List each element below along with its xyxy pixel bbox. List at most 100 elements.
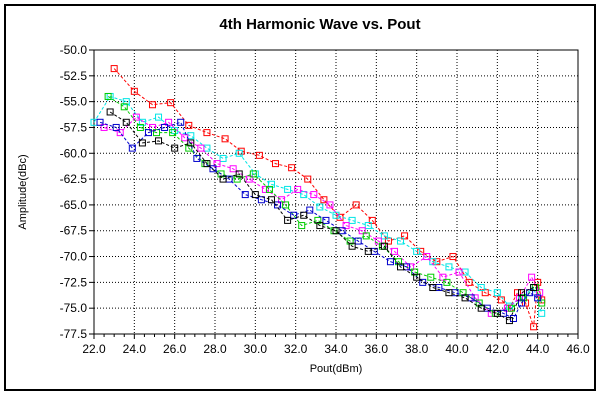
data-point xyxy=(138,139,146,147)
y-tick-label: -67.5 xyxy=(60,224,88,238)
data-point xyxy=(530,323,538,331)
data-point xyxy=(165,118,173,126)
data-point xyxy=(167,99,175,107)
y-tick-label: -55.0 xyxy=(60,95,88,109)
data-point xyxy=(116,129,124,137)
y-tick-label: -60.0 xyxy=(60,146,88,160)
data-point xyxy=(161,123,169,131)
data-point xyxy=(538,309,546,317)
data-point xyxy=(267,196,275,204)
data-point xyxy=(538,299,546,307)
series-0 xyxy=(110,65,546,331)
data-point xyxy=(241,191,249,199)
data-point xyxy=(265,185,273,193)
x-tick-label: 28.0 xyxy=(203,342,227,356)
data-point xyxy=(461,294,469,302)
data-point xyxy=(354,237,362,245)
data-point xyxy=(148,101,156,109)
data-point xyxy=(282,201,290,209)
data-point xyxy=(522,299,530,307)
data-point xyxy=(245,175,253,183)
data-point xyxy=(520,294,528,302)
x-tick-label: 26.0 xyxy=(163,342,187,356)
y-tick-label: -77.5 xyxy=(60,327,88,341)
data-point xyxy=(169,129,177,137)
data-point xyxy=(526,289,534,297)
data-point xyxy=(306,206,314,214)
data-point xyxy=(518,299,526,307)
data-point xyxy=(493,289,501,297)
y-tick-label: -70.0 xyxy=(60,250,88,264)
data-point xyxy=(380,232,388,240)
data-point xyxy=(257,196,265,204)
data-point xyxy=(128,144,136,152)
data-point xyxy=(320,196,328,204)
data-point xyxy=(401,232,409,240)
data-point xyxy=(390,247,398,255)
data-point xyxy=(138,118,146,126)
data-point xyxy=(237,147,245,155)
data-point xyxy=(251,191,259,199)
data-point xyxy=(429,284,437,292)
data-point xyxy=(255,151,263,159)
data-point xyxy=(477,284,485,292)
data-point xyxy=(153,129,161,137)
x-axis-label: Pout(dBm) xyxy=(310,363,363,375)
x-tick-label: 30.0 xyxy=(244,342,268,356)
data-point xyxy=(304,175,312,183)
data-point xyxy=(272,160,279,168)
data-point xyxy=(395,258,403,266)
data-point xyxy=(96,118,104,126)
series-5 xyxy=(106,108,538,325)
data-point xyxy=(144,129,152,137)
y-tick-label: -57.5 xyxy=(60,120,88,134)
series-3 xyxy=(104,92,546,317)
data-point xyxy=(332,211,340,219)
data-point xyxy=(213,160,221,168)
data-point xyxy=(336,213,344,221)
data-point xyxy=(187,139,195,147)
data-point xyxy=(136,123,144,131)
data-point xyxy=(465,278,473,286)
data-point xyxy=(413,273,421,281)
data-point xyxy=(284,216,292,224)
y-axis-label: Amplitude(dBc) xyxy=(17,154,29,229)
data-point xyxy=(364,247,372,255)
data-point xyxy=(110,65,118,73)
data-point xyxy=(326,201,334,209)
data-point xyxy=(288,164,296,172)
y-tick-label: -75.0 xyxy=(60,301,88,315)
data-point xyxy=(342,222,350,230)
x-tick-label: 38.0 xyxy=(405,342,429,356)
x-tick-label: 44.0 xyxy=(526,342,550,356)
data-point xyxy=(445,289,453,297)
data-point xyxy=(209,165,217,173)
data-point xyxy=(185,121,193,129)
data-point xyxy=(298,222,306,230)
data-point xyxy=(449,253,457,261)
data-point xyxy=(122,118,130,126)
series-line xyxy=(109,111,534,322)
data-point xyxy=(364,222,372,230)
series-layer xyxy=(90,65,546,331)
data-point xyxy=(104,92,112,100)
data-point xyxy=(455,268,463,276)
x-tick-label: 32.0 xyxy=(284,342,308,356)
data-point xyxy=(171,144,179,152)
data-point xyxy=(384,237,392,245)
data-point xyxy=(229,165,237,173)
data-point xyxy=(443,278,451,286)
data-point xyxy=(332,227,340,235)
chart-title: 4th Harmonic Wave vs. Pout xyxy=(219,16,420,33)
data-point xyxy=(475,299,483,307)
data-point xyxy=(380,242,388,250)
y-tick-label: -65.0 xyxy=(60,198,88,212)
data-point xyxy=(493,309,501,317)
data-point xyxy=(423,253,431,261)
y-tick-label: -62.5 xyxy=(60,172,88,186)
data-point xyxy=(413,247,421,255)
x-tick-label: 22.0 xyxy=(82,342,106,356)
data-point xyxy=(219,154,227,162)
data-point xyxy=(235,170,243,178)
data-point xyxy=(294,185,302,193)
